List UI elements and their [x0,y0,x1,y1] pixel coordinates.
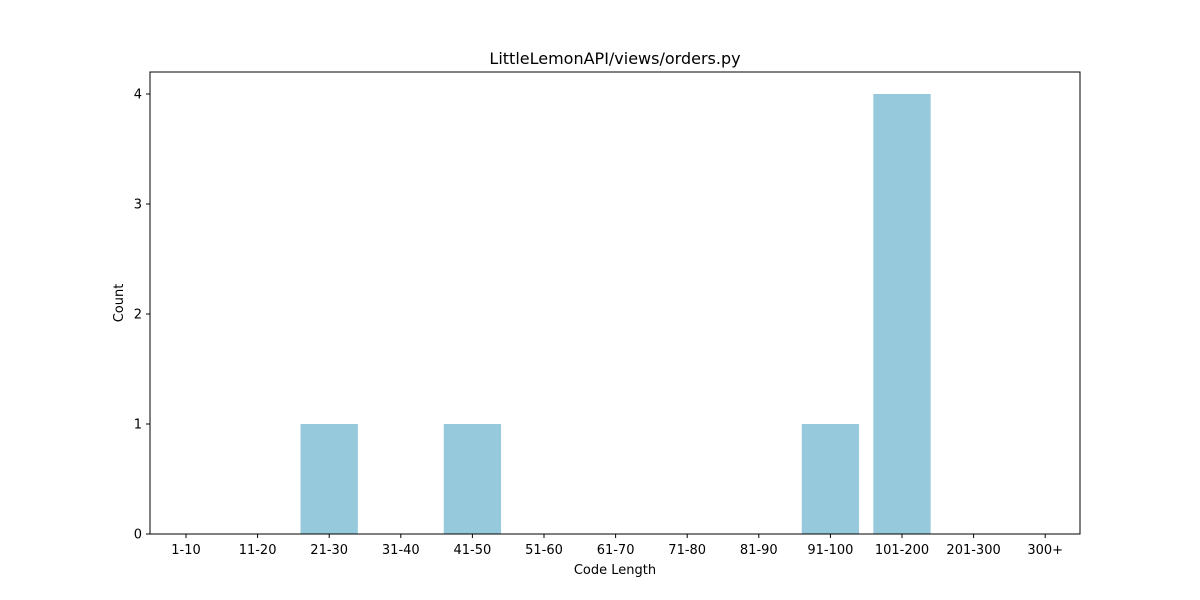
chart-title: LittleLemonAPI/views/orders.py [489,49,740,68]
plot-frame [149,71,1081,535]
x-tick-label: 300+ [1027,543,1063,558]
x-tick-label: 91-100 [807,543,853,558]
x-tick-label: 11-20 [239,543,277,558]
y-axis-ticks: 0 1 2 3 4 [134,88,150,543]
x-axis-ticks: 1-10 11-20 21-30 31-40 41-50 51-60 61-70 71-80 8… [171,534,1063,558]
x-tick-label: 21-30 [310,543,348,558]
bar-101-200 [873,94,931,534]
x-axis-title: Code Length [574,563,656,578]
x-tick-label: 31-40 [382,543,420,558]
x-tick-label: 61-70 [597,543,635,558]
x-tick-label: 101-200 [875,543,929,558]
bar-41-50 [443,424,502,534]
y-tick-label: 3 [134,198,142,213]
x-tick-label: 201-300 [946,543,1000,558]
y-tick-label: 2 [134,308,142,323]
x-tick-label: 81-90 [740,543,778,558]
bars-layer [300,94,931,534]
x-tick-label: 51-60 [525,543,563,558]
y-tick-label: 0 [134,528,142,543]
bar-21-30 [300,424,358,534]
y-tick-label: 4 [134,88,142,103]
bar-91-100 [801,424,860,534]
x-tick-label: 41-50 [454,543,492,558]
y-axis-title: Count [112,284,127,323]
x-tick-label: 71-80 [668,543,706,558]
y-tick-label: 1 [134,418,142,433]
x-tick-label: 1-10 [171,543,201,558]
